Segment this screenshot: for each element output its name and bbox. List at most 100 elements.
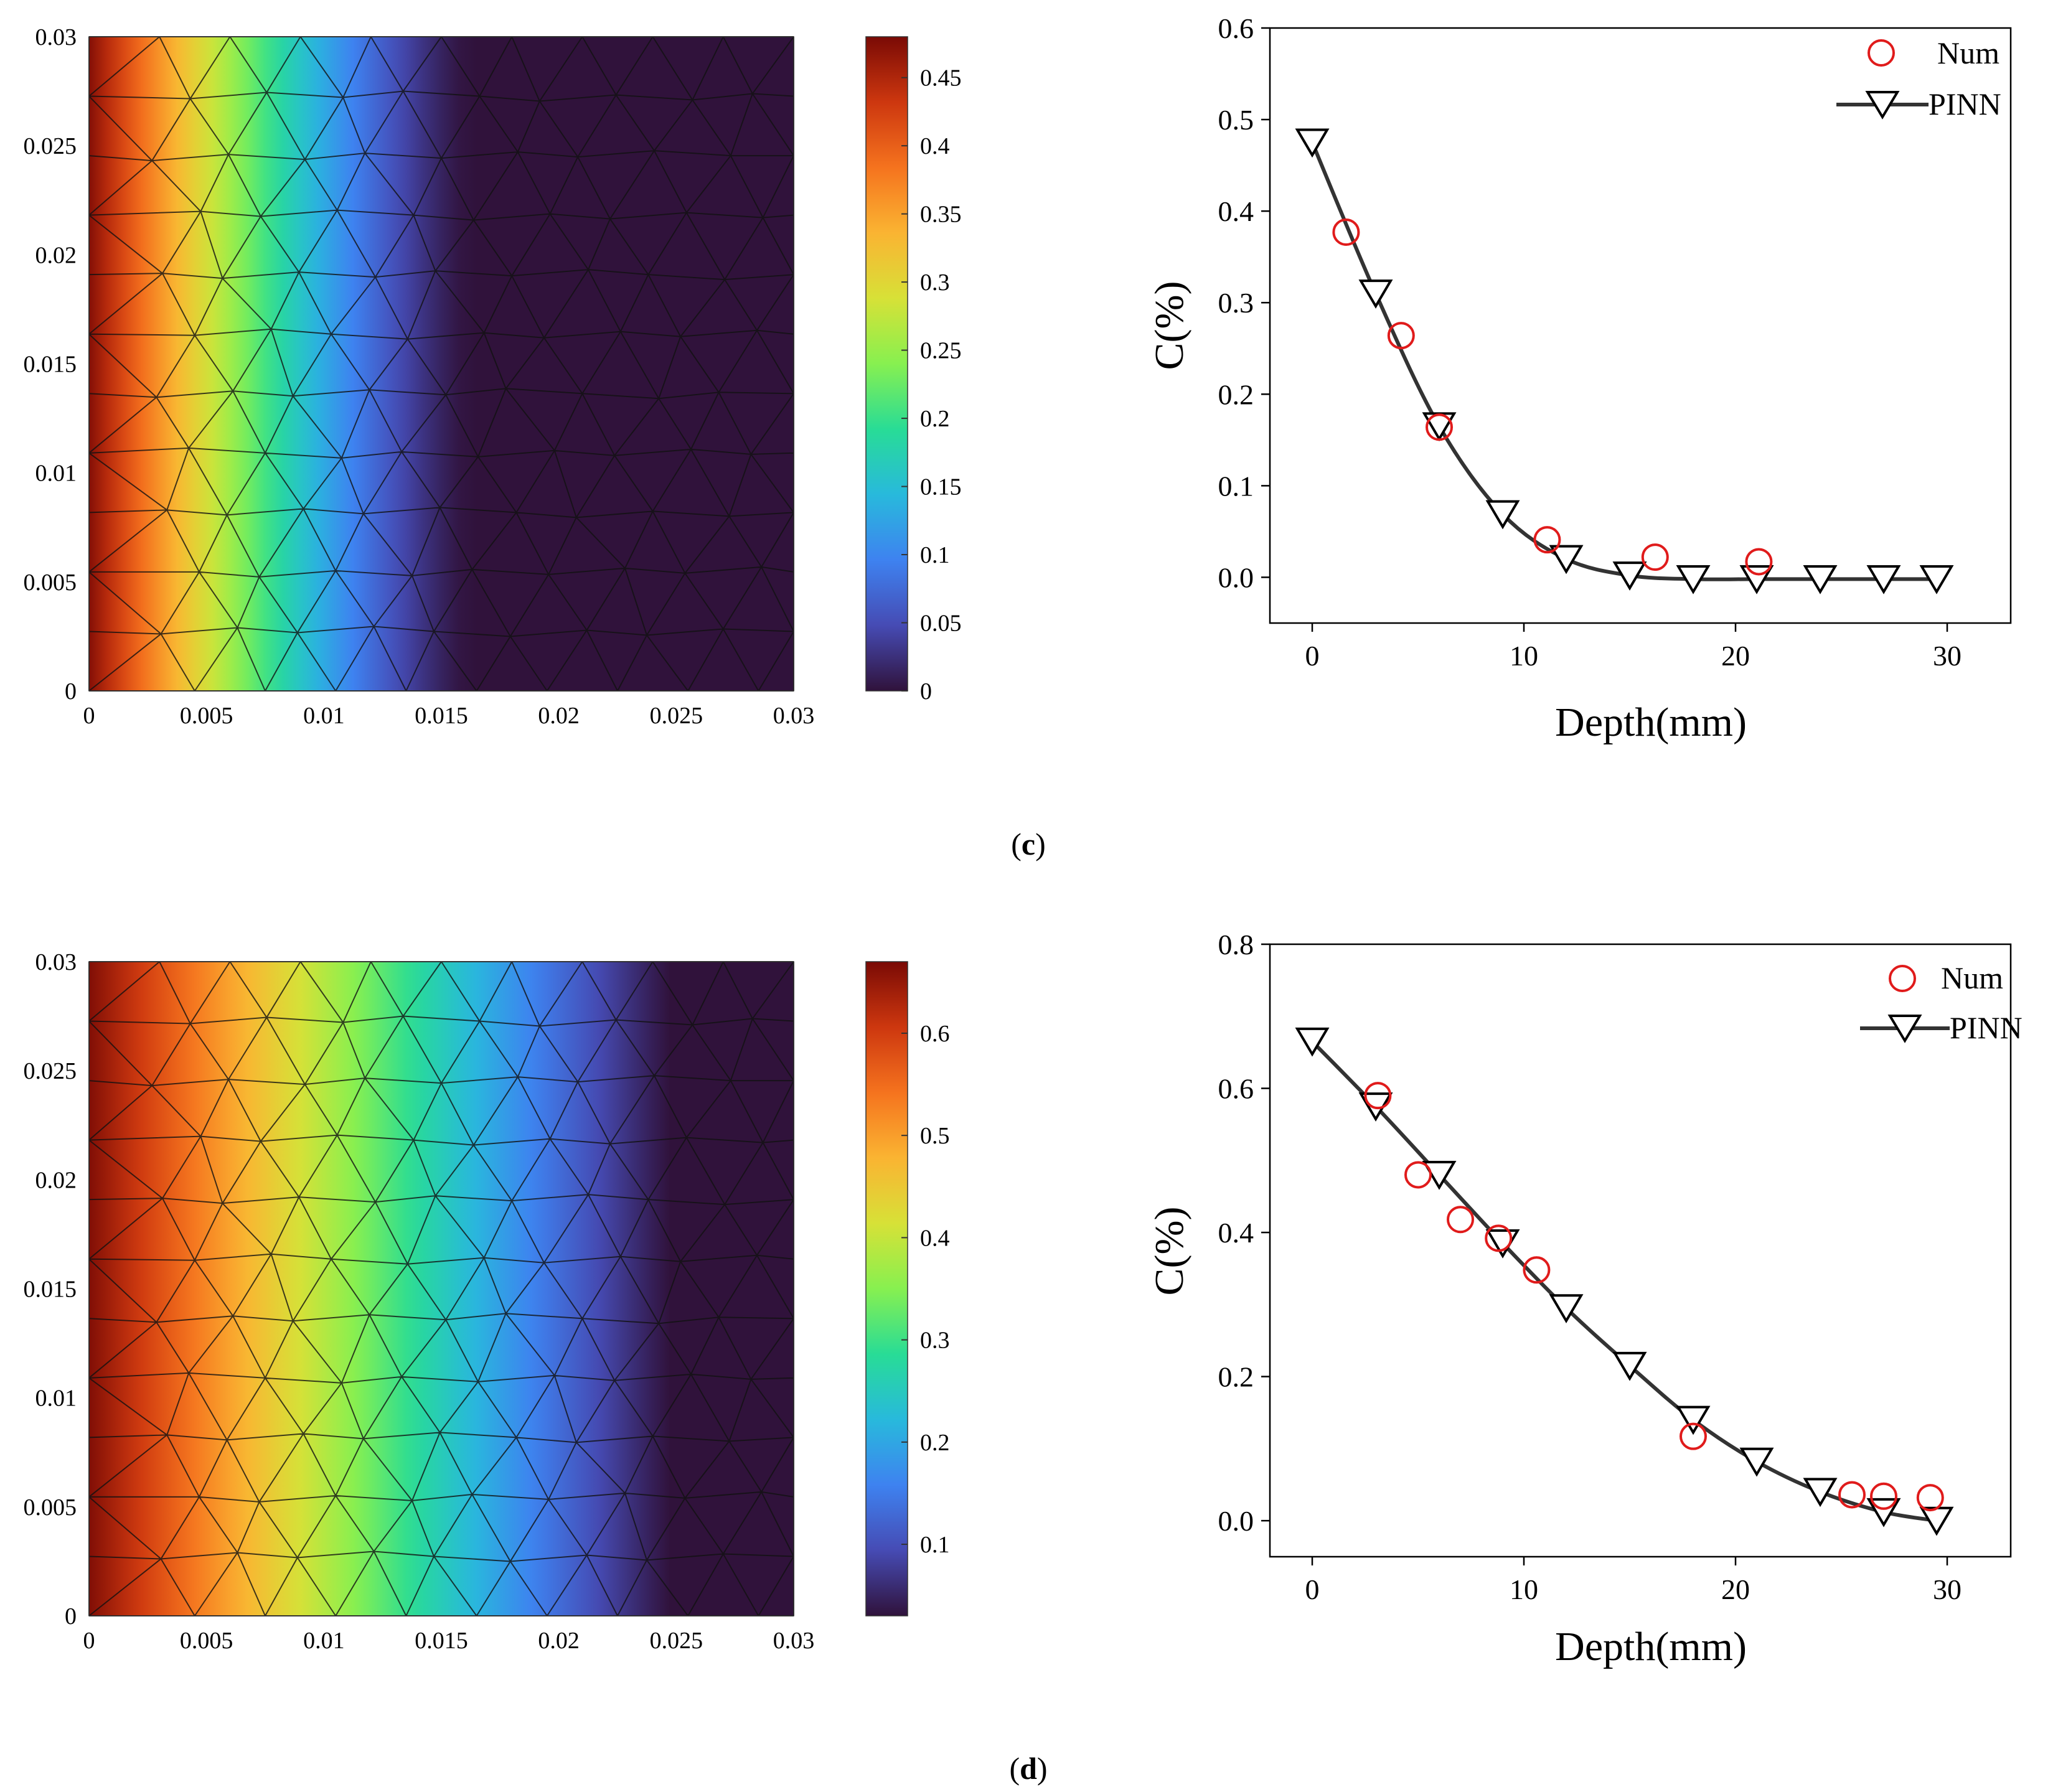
- contour-x-tick-label: 0.01: [303, 703, 345, 729]
- contour-y-tick-label: 0.03: [35, 949, 77, 975]
- colorbar-tick-label: 0.4: [920, 1225, 950, 1251]
- contour-y-ticks-d: 0 0.005 0.01 0.015 0.02 0.025 0.03: [24, 949, 77, 1630]
- pinn-point: [1549, 545, 1584, 575]
- contour-y-tick-label: 0.01: [35, 461, 77, 487]
- pinn-point: [1485, 500, 1520, 530]
- legend-pinn-label-c: PINN: [1929, 87, 2001, 121]
- y-tick-label: 0.5: [1218, 104, 1254, 136]
- contour-x-tick-label: 0: [83, 703, 95, 729]
- contour-y-tick-label: 0: [65, 678, 77, 705]
- colorbar-tick-label: 0.5: [920, 1123, 950, 1149]
- y-tick-label: 0.2: [1218, 1361, 1254, 1393]
- y-tick-label: 0.2: [1218, 378, 1254, 410]
- x-tick-label: 20: [1721, 1574, 1750, 1605]
- colorbar-ticks-c: 0 0.05 0.1 0.15 0.2 0.25 0.3 0.35 0.4 0.45: [901, 65, 962, 705]
- pinn-point: [1295, 1027, 1330, 1057]
- pinn-point: [1866, 565, 1901, 594]
- x-axis-title-c: Depth(mm): [1555, 700, 1747, 745]
- colorbar-tick-label: 0.4: [920, 133, 950, 159]
- num-point: [1680, 1422, 1707, 1450]
- y-tick-label: 0.6: [1218, 1073, 1254, 1105]
- colorbar-tick-label: 0.15: [920, 474, 962, 500]
- x-tick-label: 30: [1933, 640, 1962, 672]
- contour-x-tick-label: 0.01: [303, 1628, 345, 1654]
- contour-x-ticks-c: 0 0.005 0.01 0.015 0.02 0.025 0.03: [83, 703, 815, 729]
- pinn-curve-c: [1310, 141, 1937, 581]
- contour-y-tick-label: 0.015: [24, 352, 77, 378]
- colorbar-tick-label: 0.05: [920, 611, 962, 637]
- contour-y-tick-label: 0.03: [35, 24, 77, 50]
- contour-x-ticks-d: 0 0.005 0.01 0.015 0.02 0.025 0.03: [83, 1628, 815, 1654]
- legend-c: Num PINN: [1836, 35, 2001, 121]
- num-point: [1641, 543, 1669, 571]
- pinn-point: [1612, 561, 1647, 591]
- x-tick-label: 10: [1510, 640, 1538, 672]
- pinn-markers-c: [1295, 128, 1954, 594]
- contour-frame-d: [88, 961, 794, 1616]
- colorbar-tick-label: 0.1: [920, 1532, 950, 1558]
- pinn-point: [1358, 279, 1393, 309]
- contour-x-tick-label: 0: [83, 1628, 95, 1654]
- num-point: [1485, 1224, 1513, 1252]
- panel-label-d: (d): [1009, 1751, 1047, 1786]
- y-tick-label: 0.6: [1218, 12, 1254, 44]
- panel-label-c: (c): [1011, 827, 1046, 861]
- num-point: [1364, 1082, 1392, 1110]
- contour-x-tick-label: 0.03: [773, 703, 815, 729]
- contour-frame-c: [88, 36, 794, 692]
- num-point: [1332, 218, 1360, 246]
- y-axis-title-c: C(%): [1147, 281, 1192, 370]
- contour-y-tick-label: 0.005: [24, 1494, 77, 1521]
- pinn-point: [1803, 565, 1838, 594]
- colorbar-c: 0 0.05 0.1 0.15 0.2 0.25 0.3 0.35 0.4 0.45: [865, 36, 962, 705]
- contour-y-tick-label: 0.015: [24, 1277, 77, 1303]
- x-tick-label: 30: [1933, 1574, 1962, 1605]
- num-point: [1426, 413, 1453, 441]
- contour-y-tick-label: 0.01: [35, 1386, 77, 1412]
- pinn-markers-d: [1295, 1027, 1954, 1536]
- x-tick-label: 20: [1721, 640, 1750, 672]
- legend-pinn-marker-d: [1887, 1015, 1922, 1043]
- legend-num-label-c: Num: [1937, 35, 1999, 70]
- legend-pinn-marker-c: [1865, 91, 1900, 120]
- colorbar-ticks-d: 0.1 0.2 0.3 0.4 0.5 0.6: [901, 1021, 950, 1558]
- y-axis-title-d: C(%): [1147, 1207, 1192, 1296]
- contour-x-tick-label: 0.025: [650, 703, 703, 729]
- y-tick-label: 0.8: [1218, 929, 1254, 960]
- panel-d: 0 0.005 0.01 0.015 0.02 0.025 0.03 00.0050.010…: [24, 929, 2023, 1786]
- pinn-point: [1803, 1478, 1838, 1508]
- colorbar-tick-label: 0.3: [920, 270, 950, 296]
- colorbar-tick-label: 0.2: [920, 1430, 950, 1456]
- legend-pinn-label-d: PINN: [1950, 1010, 2023, 1045]
- colorbar-tick-label: 0.35: [920, 202, 962, 228]
- pinn-point: [1739, 1447, 1774, 1477]
- contour-y-tick-label: 0: [65, 1603, 77, 1630]
- plot-frame-d: [1269, 943, 2012, 1558]
- num-point: [1523, 1256, 1551, 1284]
- num-point: [1745, 548, 1773, 576]
- line-chart-c: 0 10 20 30 0.0 0.1 0.2 0.3 0.4 0.5 0.6 Depth(mm) C…: [1147, 12, 2012, 745]
- pinn-point: [1612, 1351, 1647, 1381]
- line-chart-ticks-c: 0 10 20 30 0.0 0.1 0.2 0.3 0.4 0.5 0.6: [1218, 12, 1962, 672]
- contour-x-tick-label: 0.005: [180, 703, 233, 729]
- y-tick-label: 0.0: [1218, 561, 1254, 593]
- line-chart-ticks-d: 0 10 20 30 0.0 0.2 0.4 0.6 0.8: [1218, 929, 1962, 1605]
- colorbar-tick-label: 0.25: [920, 338, 962, 364]
- colorbar-tick-label: 0.6: [920, 1021, 950, 1047]
- contour-y-tick-label: 0.025: [24, 1058, 77, 1084]
- contour-y-tick-label: 0.02: [35, 1167, 77, 1193]
- num-point: [1916, 1484, 1944, 1512]
- num-point: [1447, 1206, 1474, 1234]
- plot-frame-c: [1269, 27, 2012, 624]
- contour-plot-d: 0 0.005 0.01 0.015 0.02 0.025 0.03 0 0.005 0.01 0…: [24, 949, 815, 1654]
- y-tick-label: 0.4: [1218, 195, 1254, 227]
- contour-field-c: [89, 37, 794, 691]
- pinn-point: [1295, 128, 1330, 158]
- colorbar-bar-d: [865, 961, 908, 1616]
- y-tick-label: 0.3: [1218, 287, 1254, 319]
- y-tick-label: 0.0: [1218, 1505, 1254, 1537]
- line-chart-d: 0 10 20 30 0.0 0.2 0.4 0.6 0.8 Depth(mm) C(%) Nu…: [1147, 929, 2023, 1669]
- contour-plot-c: 0 0.005 0.01 0.015 0.02 0.025 0.03 00.0050.010…: [24, 24, 815, 729]
- x-tick-label: 10: [1510, 1574, 1538, 1605]
- x-tick-label: 0: [1305, 640, 1320, 672]
